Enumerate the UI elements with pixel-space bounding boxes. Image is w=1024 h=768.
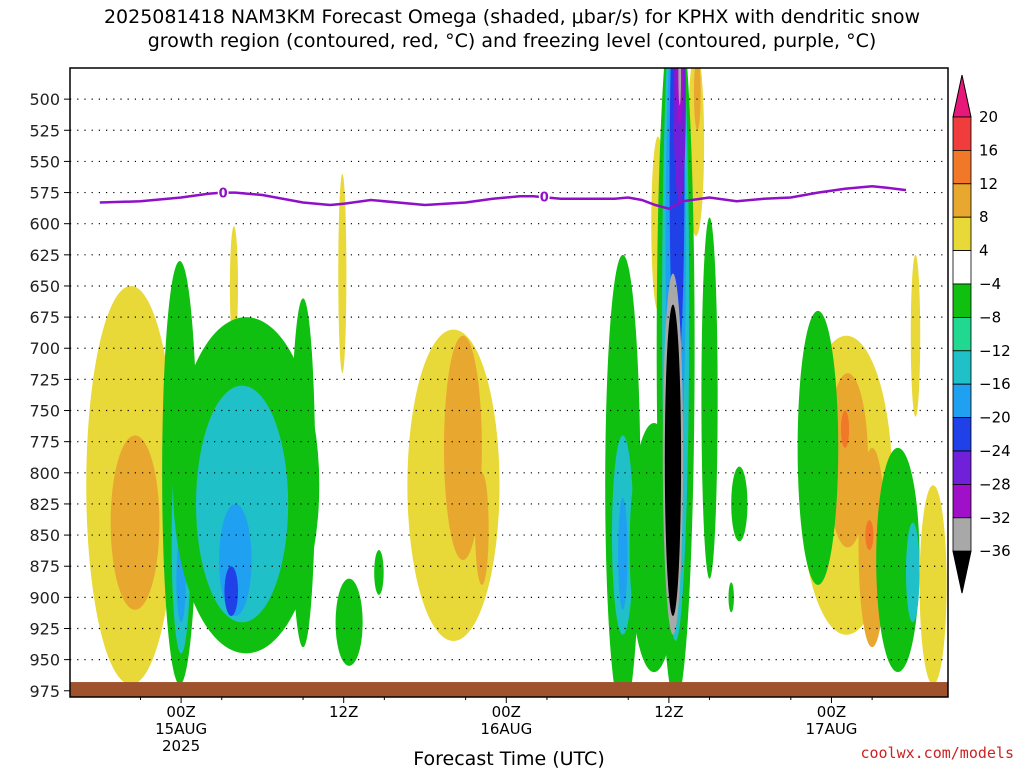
colorbar-label-10: −24 bbox=[979, 442, 1011, 460]
colorbar-cell-10 bbox=[952, 417, 972, 452]
y-tick-label-600: 600 bbox=[29, 215, 60, 234]
y-tick-label-725: 725 bbox=[29, 370, 60, 389]
freezing-level-label-1: 0 bbox=[540, 190, 549, 205]
y-tick-label-650: 650 bbox=[29, 277, 60, 296]
y-tick-label-675: 675 bbox=[29, 308, 60, 327]
colorbar-label-4: 4 bbox=[979, 242, 989, 260]
colorbar-label-7: −12 bbox=[979, 342, 1011, 360]
y-tick-label-625: 625 bbox=[29, 246, 60, 265]
omega-negative-region-8 bbox=[335, 578, 363, 666]
omega-positive-region-12 bbox=[840, 410, 850, 448]
colorbar-cell-3 bbox=[952, 183, 972, 218]
colorbar-cell-4 bbox=[952, 216, 972, 251]
chart-title-line-1: 2025081418 NAM3KM Forecast Omega (shaded… bbox=[103, 6, 921, 28]
freezing-level-line bbox=[99, 185, 907, 211]
source-credit: coolwx.com/models bbox=[860, 744, 1014, 762]
colorbar-label-0: 20 bbox=[979, 108, 998, 126]
x-tick-label-2-0: 00Z bbox=[492, 703, 521, 721]
omega-negative-region-25 bbox=[728, 582, 734, 613]
y-tick-label-925: 925 bbox=[29, 619, 60, 638]
colorbar-cell-11 bbox=[952, 450, 972, 485]
y-tick-label-975: 975 bbox=[29, 682, 60, 701]
omega-positive-region-1 bbox=[110, 435, 160, 610]
x-tick-label-3-0: 12Z bbox=[654, 703, 683, 721]
omega-positive-region-6 bbox=[475, 472, 489, 585]
colorbar-label-1: 16 bbox=[979, 141, 998, 159]
omega-negative-region-22 bbox=[664, 304, 682, 617]
omega-negative-region-12 bbox=[618, 497, 628, 610]
omega-negative-region-4 bbox=[196, 385, 289, 623]
plot-frame bbox=[69, 67, 949, 698]
y-tick-label-875: 875 bbox=[29, 557, 60, 576]
omega-negative-region-7 bbox=[290, 298, 316, 648]
y-tick-label-750: 750 bbox=[29, 402, 60, 421]
omega-positive-region-2 bbox=[229, 226, 239, 346]
colorbar-label-5: −4 bbox=[979, 275, 1001, 293]
y-tick-label-800: 800 bbox=[29, 464, 60, 483]
x-tick-label-0-0: 00Z bbox=[166, 703, 195, 721]
y-tick-label-700: 700 bbox=[29, 339, 60, 358]
colorbar-cell-7 bbox=[952, 316, 972, 352]
x-tick-label-4-0: 00Z bbox=[817, 703, 846, 721]
omega-positive-region-5 bbox=[443, 335, 482, 560]
colorbar-label-6: −8 bbox=[979, 308, 1001, 326]
y-tick-label-850: 850 bbox=[29, 526, 60, 545]
x-tick-label-2-1: 16AUG bbox=[480, 720, 532, 738]
colorbar-cell-6 bbox=[952, 283, 972, 318]
x-tick-label-0-2: 2025 bbox=[162, 737, 200, 755]
omega-negative-region-27 bbox=[876, 447, 920, 673]
omega-negative-region-20 bbox=[678, 68, 682, 106]
omega-negative-region-26 bbox=[797, 310, 839, 585]
x-axis-label: Forecast Time (UTC) bbox=[413, 748, 604, 768]
colorbar-label-12: −32 bbox=[979, 509, 1011, 527]
colorbar-cell-1 bbox=[952, 116, 972, 151]
omega-positive-region-15 bbox=[910, 254, 921, 417]
omega-positive-region-9 bbox=[693, 68, 701, 131]
colorbar-cell-2 bbox=[952, 149, 972, 185]
freezing-level-label-0: 0 bbox=[219, 187, 228, 202]
omega-negative-region-24 bbox=[731, 466, 748, 542]
colorbar-label-11: −28 bbox=[979, 475, 1011, 493]
colorbar-cell-8 bbox=[952, 350, 972, 385]
surface-terrain bbox=[70, 682, 948, 697]
y-tick-label-825: 825 bbox=[29, 495, 60, 514]
x-tick-label-4-1: 17AUG bbox=[805, 720, 857, 738]
y-tick-label-775: 775 bbox=[29, 433, 60, 452]
x-tick-label-1-0: 12Z bbox=[329, 703, 358, 721]
y-tick-label-500: 500 bbox=[29, 90, 60, 109]
x-tick-label-0-1: 15AUG bbox=[155, 720, 207, 738]
colorbar-label-8: −16 bbox=[979, 375, 1011, 393]
colorbar-label-9: −20 bbox=[979, 409, 1011, 427]
colorbar: 20 16 12 8 4 −4 −8 −12 −16 −20 −24 −28 −32 −36 bbox=[952, 74, 1011, 594]
colorbar-cell-5 bbox=[952, 250, 972, 285]
omega-negative-region-23 bbox=[701, 217, 718, 579]
omega-positive-region-16 bbox=[919, 485, 947, 685]
omega-negative-region-6 bbox=[224, 566, 239, 617]
y-tick-label-525: 525 bbox=[29, 121, 60, 140]
omega-negative-region-28 bbox=[905, 522, 920, 623]
colorbar-top-arrow bbox=[952, 74, 972, 118]
colorbar-label-3: 8 bbox=[979, 208, 989, 226]
chart-title-line-2: growth region (contoured, red, °C) and f… bbox=[147, 30, 877, 52]
colorbar-bottom-arrow bbox=[952, 550, 972, 594]
omega-negative-region-9 bbox=[374, 550, 384, 595]
colorbar-label-13: −36 bbox=[979, 542, 1011, 560]
colorbar-label-2: 12 bbox=[979, 175, 998, 193]
y-tick-label-950: 950 bbox=[29, 651, 60, 670]
y-tick-label-575: 575 bbox=[29, 184, 60, 203]
colorbar-cell-13 bbox=[952, 517, 972, 552]
y-tick-label-550: 550 bbox=[29, 152, 60, 171]
colorbar-cell-12 bbox=[952, 483, 972, 519]
colorbar-cell-9 bbox=[952, 383, 972, 419]
y-tick-label-900: 900 bbox=[29, 588, 60, 607]
